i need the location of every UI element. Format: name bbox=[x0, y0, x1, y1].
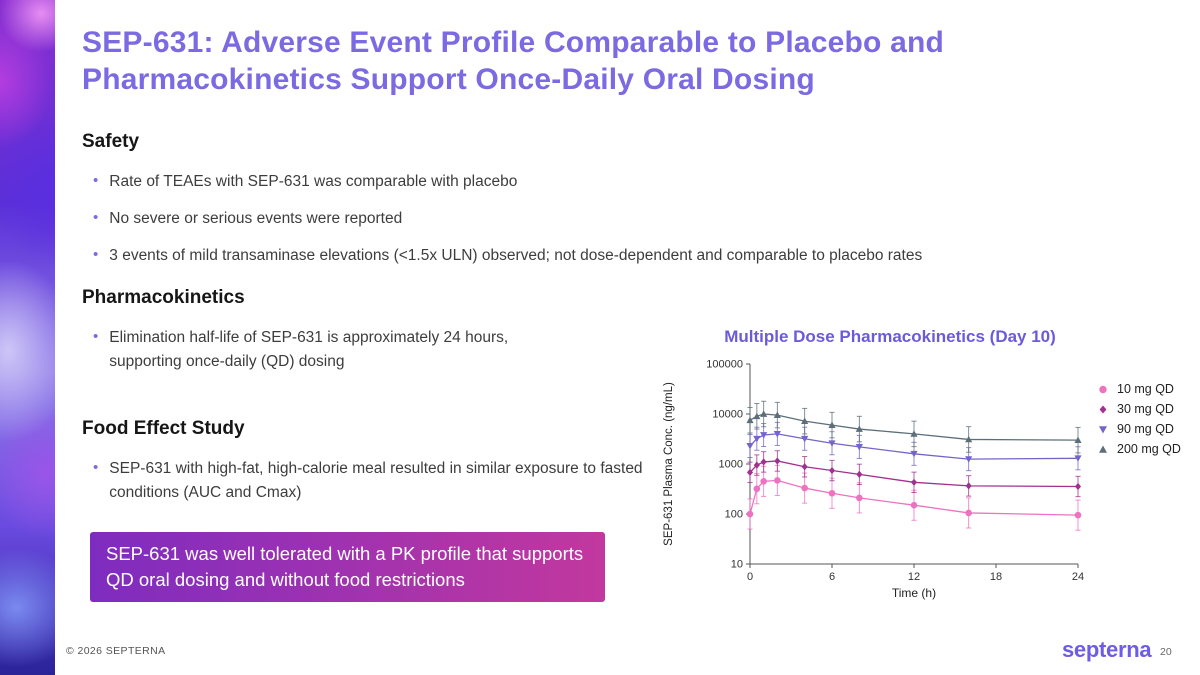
bullet-dot: • bbox=[93, 459, 99, 476]
bullet-item: • No severe or serious events were repor… bbox=[93, 207, 1142, 231]
svg-text:100000: 100000 bbox=[706, 359, 743, 371]
svg-text:100: 100 bbox=[725, 509, 743, 521]
legend-label: 30 mg QD bbox=[1117, 402, 1174, 416]
svg-text:Time (h): Time (h) bbox=[892, 586, 936, 600]
svg-text:0: 0 bbox=[747, 571, 753, 583]
bullet-item: • Elimination half-life of SEP-631 is ap… bbox=[93, 326, 582, 374]
bullet-dot: • bbox=[93, 209, 99, 226]
svg-text:18: 18 bbox=[990, 571, 1002, 583]
food-effect-heading: Food Effect Study bbox=[82, 418, 245, 439]
pk-line-chart: 0 6 12 18 24 Time (h) 10 100 1000 10000 100000 SEP-… bbox=[663, 359, 1084, 601]
page-number: 20 bbox=[1160, 646, 1172, 658]
legend-label: 10 mg QD bbox=[1117, 382, 1174, 396]
bullet-dot: • bbox=[93, 328, 99, 345]
bullet-dot: • bbox=[93, 246, 99, 263]
bullet-text: Elimination half-life of SEP-631 is appr… bbox=[109, 329, 509, 370]
bullet-dot: • bbox=[93, 172, 99, 189]
bullet-text: No severe or serious events were reporte… bbox=[109, 210, 403, 227]
legend-marker-icon bbox=[1099, 445, 1107, 453]
bullet-item: • Rate of TEAEs with SEP-631 was compara… bbox=[93, 170, 1142, 194]
bullet-text: SEP-631 with high-fat, high-calorie meal… bbox=[109, 460, 643, 501]
svg-text:6: 6 bbox=[829, 571, 835, 583]
slide-title: SEP-631: Adverse Event Profile Comparabl… bbox=[82, 26, 945, 96]
bullet-text: 3 events of mild transaminase elevations… bbox=[109, 247, 923, 264]
legend-label: 90 mg QD bbox=[1117, 422, 1174, 436]
bullet-text: Rate of TEAEs with SEP-631 was comparabl… bbox=[109, 173, 518, 190]
svg-text:12: 12 bbox=[908, 571, 920, 583]
callout-banner: SEP-631 was well tolerated with a PK pro… bbox=[90, 532, 605, 602]
safety-section: Safety • Rate of TEAEs with SEP-631 was … bbox=[82, 131, 1142, 281]
legend-item-90-mg-qd: 90 mg QD bbox=[1096, 419, 1181, 439]
svg-text:1000: 1000 bbox=[719, 459, 743, 471]
septerna-logo: septerna bbox=[1062, 637, 1152, 662]
legend-label: 200 mg QD bbox=[1117, 442, 1181, 456]
pharmacokinetics-section: Pharmacokinetics • Elimination half-life… bbox=[82, 287, 582, 387]
legend-item-30-mg-qd: 30 mg QD bbox=[1096, 399, 1181, 419]
chart-title: Multiple Dose Pharmacokinetics (Day 10) bbox=[724, 327, 1056, 346]
bullet-item: • 3 events of mild transaminase elevatio… bbox=[93, 244, 1142, 268]
legend-marker-icon bbox=[1099, 405, 1107, 413]
bullet-item: • SEP-631 with high-fat, high-calorie me… bbox=[93, 457, 662, 505]
footer-copyright: © 2026 SEPTERNA bbox=[66, 645, 166, 657]
legend-marker-icon bbox=[1099, 385, 1107, 393]
svg-text:24: 24 bbox=[1072, 571, 1084, 583]
legend-item-10-mg-qd: 10 mg QD bbox=[1096, 379, 1181, 399]
safety-heading: Safety bbox=[82, 131, 140, 152]
legend-item-200-mg-qd: 200 mg QD bbox=[1096, 439, 1181, 459]
chart-legend: 10 mg QD 30 mg QD 90 mg QD 200 mg QD bbox=[1096, 379, 1181, 459]
svg-text:SEP-631 Plasma Conc. (ng/mL): SEP-631 Plasma Conc. (ng/mL) bbox=[663, 382, 675, 546]
pharmacokinetics-heading: Pharmacokinetics bbox=[82, 287, 245, 308]
svg-text:10000: 10000 bbox=[712, 409, 743, 421]
legend-marker-icon bbox=[1099, 425, 1107, 433]
decorative-left-artwork bbox=[0, 0, 55, 675]
food-effect-section: Food Effect Study • SEP-631 with high-fa… bbox=[82, 418, 662, 518]
svg-text:10: 10 bbox=[731, 559, 743, 571]
